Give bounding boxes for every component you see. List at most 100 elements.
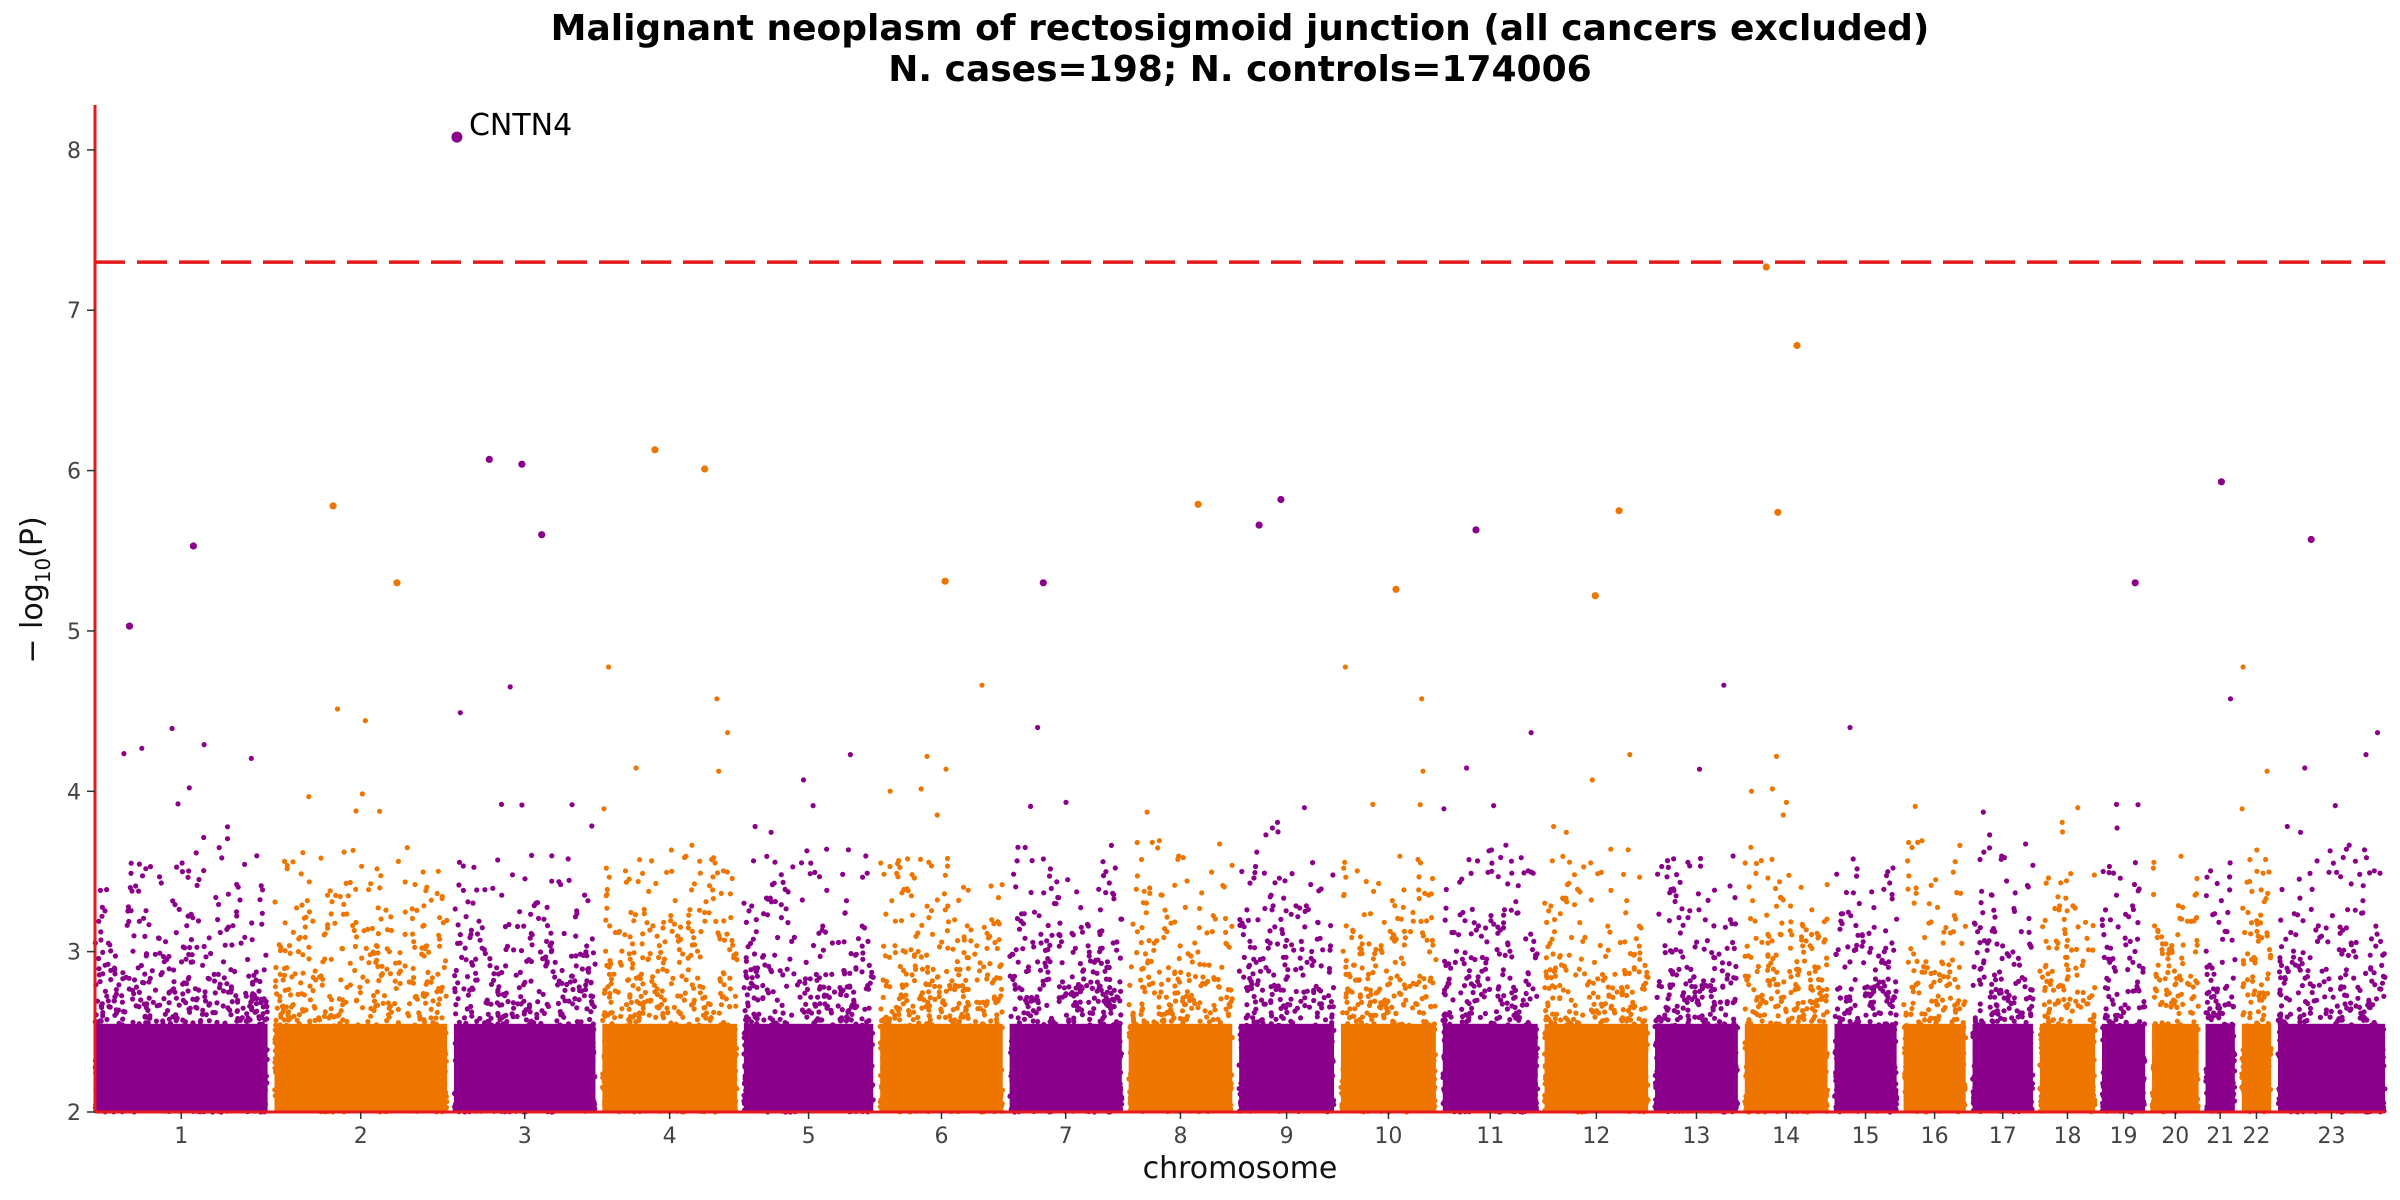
snp-point xyxy=(691,881,698,887)
snp-point xyxy=(584,1028,590,1034)
snp-point xyxy=(353,998,359,1004)
snp-point xyxy=(188,937,194,943)
snp-point xyxy=(277,998,283,1004)
snp-point xyxy=(337,1020,343,1026)
snp-point xyxy=(453,1011,459,1017)
snp-point xyxy=(178,1029,184,1035)
snp-point xyxy=(139,1065,145,1071)
snp-point xyxy=(438,988,444,994)
snp-point xyxy=(341,901,347,908)
snp-point xyxy=(136,888,142,894)
snp-point xyxy=(243,993,249,999)
snp-point xyxy=(663,1065,670,1071)
snp-point xyxy=(637,857,643,863)
snp-point xyxy=(96,972,102,978)
snp-point xyxy=(645,998,651,1004)
snp-point xyxy=(248,1057,254,1064)
snp-point xyxy=(431,1077,437,1083)
snp-point xyxy=(191,1067,198,1073)
snp-point xyxy=(123,1057,129,1063)
snp-point xyxy=(407,1024,413,1030)
snp-point xyxy=(731,1092,737,1098)
snp-point xyxy=(729,937,735,944)
snp-point xyxy=(853,966,859,972)
snp-point xyxy=(589,823,595,829)
snp-point xyxy=(514,1013,520,1020)
snp-point xyxy=(508,1102,515,1108)
snp-point xyxy=(284,965,290,971)
snp-point xyxy=(221,975,227,981)
snp-point xyxy=(251,972,257,979)
snp-point xyxy=(704,1051,710,1057)
snp-point xyxy=(306,956,312,962)
snp-point xyxy=(344,1060,350,1066)
snp-point xyxy=(99,913,105,919)
snp-point xyxy=(703,1099,710,1106)
snp-point xyxy=(96,918,102,924)
snp-point xyxy=(562,987,568,993)
snp-point xyxy=(380,1000,386,1007)
snp-point xyxy=(281,1017,288,1023)
snp-point xyxy=(237,1057,243,1063)
snp-point xyxy=(418,1045,424,1051)
snp-point xyxy=(459,1072,465,1079)
snp-point xyxy=(405,1090,411,1096)
snp-point xyxy=(548,1100,554,1107)
snp-point xyxy=(424,943,430,949)
snp-point xyxy=(621,1083,627,1089)
snp-point xyxy=(290,1026,296,1032)
snp-point xyxy=(573,1096,580,1102)
snp-point xyxy=(528,1018,534,1024)
snp-point xyxy=(131,977,138,983)
snp-point xyxy=(214,1000,220,1006)
snp-point xyxy=(287,950,293,957)
snp-point xyxy=(330,1059,336,1065)
snp-point xyxy=(641,1034,647,1040)
snp-point xyxy=(845,1072,851,1078)
snp-point xyxy=(457,1090,463,1096)
snp-point xyxy=(286,943,293,949)
snp-point xyxy=(414,1083,420,1089)
snp-point xyxy=(321,1039,327,1045)
snp-point xyxy=(521,982,527,988)
snp-point xyxy=(439,893,445,900)
snp-point xyxy=(295,1073,302,1079)
snp-point xyxy=(312,1024,318,1030)
snp-point xyxy=(208,1089,214,1095)
snp-point xyxy=(262,1060,268,1066)
snp-point xyxy=(761,911,767,917)
snp-point xyxy=(188,1103,194,1109)
snp-point xyxy=(514,1037,520,1043)
snp-point xyxy=(562,1077,568,1083)
snp-point xyxy=(143,1084,149,1090)
snp-point xyxy=(176,906,182,913)
snp-point xyxy=(816,874,823,880)
snp-point xyxy=(463,1083,469,1090)
snp-point xyxy=(167,1021,174,1027)
snp-point xyxy=(187,944,193,951)
snp-point xyxy=(802,976,809,982)
snp-point xyxy=(554,1068,560,1074)
snp-point xyxy=(443,1090,449,1096)
snp-point xyxy=(376,1061,382,1067)
snp-point xyxy=(411,939,417,945)
snp-point xyxy=(437,943,443,949)
snp-point xyxy=(551,1036,557,1043)
snp-point xyxy=(253,1001,259,1007)
snp-point xyxy=(668,847,675,853)
snp-point xyxy=(199,1074,205,1080)
snp-point xyxy=(701,1088,708,1094)
snp-point xyxy=(460,1051,466,1057)
snp-point xyxy=(183,1000,189,1006)
snp-point xyxy=(683,977,689,983)
snp-point xyxy=(188,959,194,965)
snp-point xyxy=(200,1007,206,1013)
snp-point xyxy=(264,1016,270,1022)
snp-point xyxy=(122,1027,128,1033)
snp-point xyxy=(671,1004,678,1011)
snp-point xyxy=(214,1081,220,1088)
snp-point xyxy=(587,1071,593,1078)
snp-point xyxy=(669,928,675,934)
snp-point xyxy=(568,1077,574,1083)
snp-point xyxy=(104,1016,110,1023)
